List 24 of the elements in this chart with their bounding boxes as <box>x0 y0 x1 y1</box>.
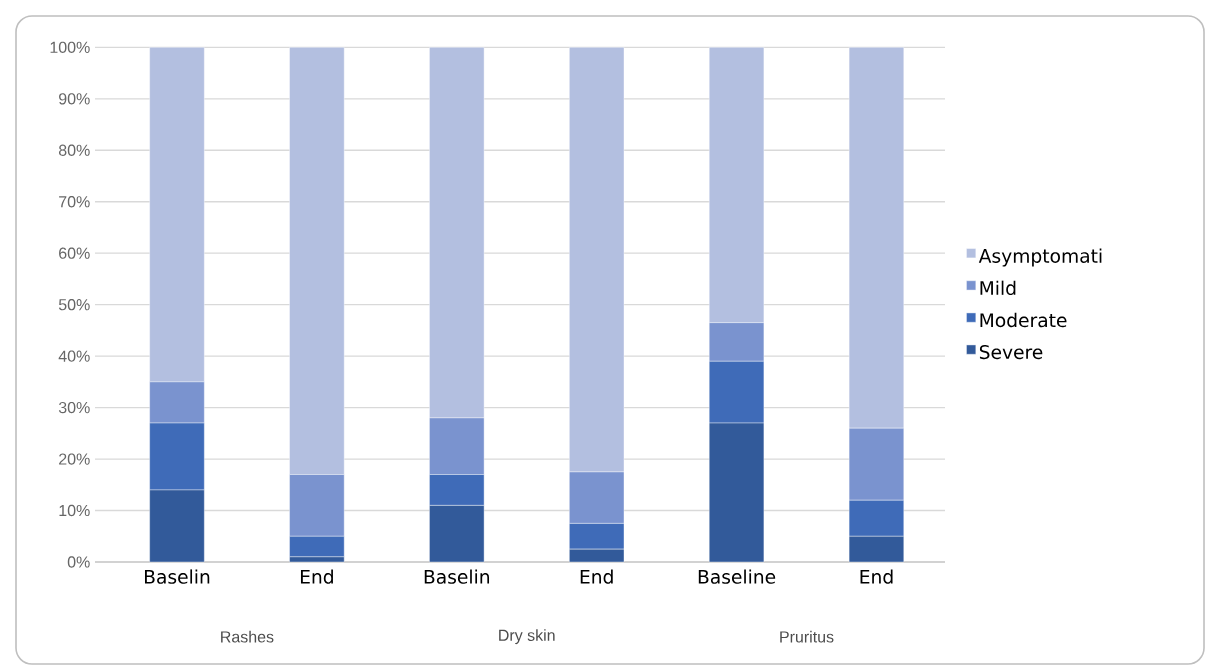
y-tick-label: 100% <box>50 41 90 53</box>
y-tick-label: 90% <box>59 93 90 105</box>
y-tick-label: 80% <box>58 144 90 156</box>
legend-label: Moderate <box>980 312 1067 328</box>
y-tick-label: 50% <box>58 299 90 311</box>
x-tick-label: End <box>300 569 333 584</box>
y-tick-label: 0% <box>67 556 90 568</box>
y-tick-label: 70% <box>59 196 90 208</box>
x-tick-label: Baselin <box>144 569 210 584</box>
legend-label: Mild <box>980 280 1016 296</box>
text: Rashes <box>221 630 274 643</box>
x-tick-label: Baseline <box>698 569 776 584</box>
text: Dry skin <box>499 629 555 645</box>
y-tick-label: 20% <box>59 453 90 465</box>
text: Pruritus <box>780 630 834 643</box>
y-tick-label: 60% <box>59 247 90 259</box>
y-tick-label: 40% <box>58 350 90 362</box>
legend-label: Asymptomati <box>978 248 1102 267</box>
x-tick-label: End <box>580 569 613 584</box>
x-tick-label: End <box>860 569 893 584</box>
legend-label: Severe <box>979 345 1043 360</box>
x-tick-label: Baselin <box>424 569 490 584</box>
y-tick-label: 10% <box>59 504 90 517</box>
y-tick-label: 30% <box>58 401 90 414</box>
